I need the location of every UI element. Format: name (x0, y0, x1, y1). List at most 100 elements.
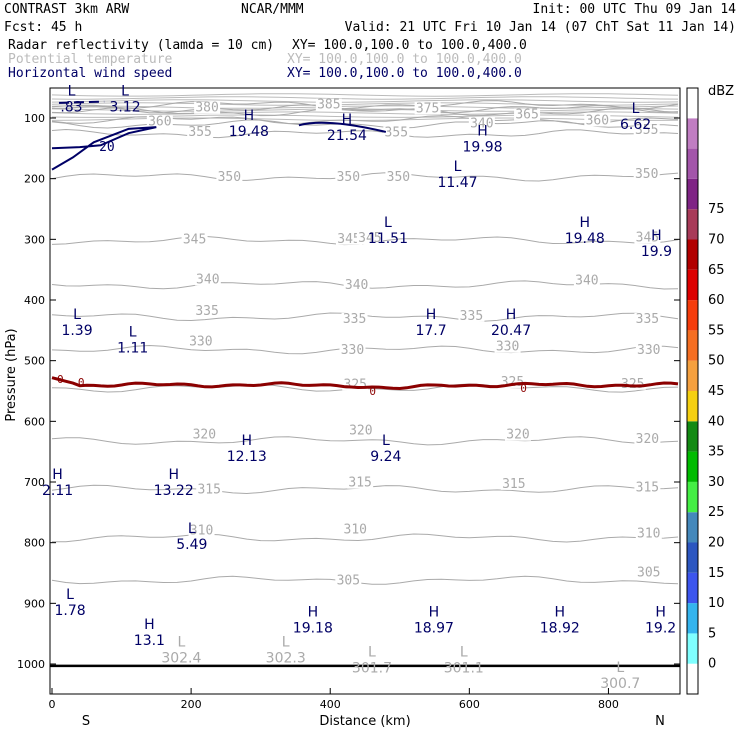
extremum-value: 1.78 (54, 603, 85, 619)
forecast-hour: Fcst: 45 h (4, 20, 82, 35)
extremum-value: 19.48 (565, 231, 605, 247)
extremum-value: 19.98 (463, 140, 503, 156)
y-tick-label: 500 (24, 355, 45, 368)
isentrope-label: 310 (190, 524, 213, 539)
isentrope-label-bg (385, 170, 412, 183)
isentrope-label: 320 (349, 423, 372, 438)
x-axis-label: Distance (km) (319, 714, 410, 729)
isentrope-label-bg (634, 481, 661, 494)
reflectivity-contour-label: 0 (520, 382, 527, 395)
isentrope-label-bg (514, 108, 541, 121)
y-tick-label: 1000 (17, 658, 45, 671)
isentrope-line (51, 100, 679, 110)
field-reflectivity-name: Radar reflectivity (lamda = 10 cm) (8, 38, 274, 53)
isentrope-label: 330 (496, 340, 519, 355)
extremum-value: 302.3 (266, 650, 306, 666)
colorbar-swatch (687, 178, 698, 210)
extremum-value: 1.39 (61, 323, 92, 339)
colorbar-label: 45 (708, 384, 725, 399)
isentrope-label: 315 (636, 480, 659, 495)
isentrope-label-bg (216, 170, 243, 183)
colorbar-swatch (687, 603, 698, 634)
extremum-mark: L (384, 215, 392, 231)
isentrope-label: 360 (586, 113, 609, 128)
isentrope-label-bg (146, 115, 173, 128)
isentrope-label: 360 (148, 115, 171, 130)
extremum-mark: L (73, 307, 81, 323)
colorbar-label: 25 (708, 505, 725, 520)
isentrope-label: 315 (502, 477, 525, 492)
isentrope-line (51, 104, 679, 114)
isentrope-line (51, 172, 679, 182)
extremum-value: 20.47 (491, 323, 531, 339)
extremum-mark: L (632, 101, 640, 117)
isentrope-label: 385 (317, 98, 340, 113)
wind-contour (51, 126, 157, 171)
isentrope-label-bg (188, 524, 215, 537)
isentrope-label-bg (500, 477, 527, 490)
isentrope-line (51, 436, 679, 446)
y-tick-label: 300 (24, 233, 45, 246)
isentrope-label-bg (335, 574, 362, 587)
extremum-mark: L (129, 324, 137, 340)
isentrope-label-bg (347, 476, 374, 489)
extremum-value: 19.18 (293, 621, 333, 637)
direction-south-label: S (82, 714, 90, 729)
valid-time: Valid: 21 UTC Fri 10 Jan 14 (07 ChT Sat … (345, 20, 736, 35)
extremum-mark: H (52, 467, 63, 483)
isentrope-label: 340 (470, 116, 493, 131)
x-tick-label: 600 (459, 698, 480, 711)
isentrope-label: 340 (345, 278, 368, 293)
isentrope-label: 330 (341, 343, 364, 358)
isentrope-upper (51, 96, 679, 100)
isentrope-upper (51, 108, 679, 112)
extremum-mark: H (144, 617, 155, 633)
wind-contour (298, 121, 387, 133)
isentrope-label: 330 (189, 334, 212, 349)
extremum-value: 5.49 (176, 537, 207, 553)
y-tick-label: 400 (24, 294, 45, 307)
colorbar-swatch (687, 330, 698, 361)
direction-north-label: N (655, 714, 665, 729)
extremum-mark: H (426, 307, 437, 323)
isentrope-label-bg (315, 98, 342, 111)
colorbar-swatch (687, 300, 698, 331)
extremum-value: 12.13 (227, 449, 267, 465)
isentrope-label-bg (196, 483, 223, 496)
isentrope-label-bg (634, 231, 661, 244)
isentrope-line (51, 575, 679, 585)
isentrope-label-bg (505, 428, 532, 441)
extremum-value: 19.2 (645, 621, 676, 637)
isentrope-upper (51, 111, 679, 115)
isentrope-label-bg (383, 126, 410, 139)
colorbar-frame (686, 87, 699, 695)
title-agency: NCAR/MMM (241, 2, 304, 17)
plot-frame (49, 87, 681, 695)
extremum-mark: L (68, 84, 76, 100)
colorbar-swatch (687, 572, 698, 604)
isentrope-label: 320 (193, 428, 216, 443)
y-tick-label: 100 (24, 112, 45, 125)
isentrope-label-bg (194, 101, 221, 114)
isentrope-label: 345 (358, 231, 381, 246)
extremum-mark: H (241, 433, 252, 449)
isentrope-label: 350 (337, 170, 360, 185)
isentrope-label-bg (573, 274, 600, 287)
colorbar-label: 50 (708, 354, 725, 369)
isentrope-label: 355 (188, 125, 211, 140)
extremum-value: 9.24 (370, 449, 401, 465)
field-wind-xy: XY= 100.0,100.0 to 100.0,400.0 (287, 66, 522, 81)
colorbar-label: 30 (708, 475, 725, 490)
extremum-mark: L (368, 645, 376, 661)
isentrope-label: 320 (636, 432, 659, 447)
extremum-mark: L (282, 634, 290, 650)
extremum-value: 18.97 (414, 621, 454, 637)
extremum-value: 1.11 (117, 340, 148, 356)
extremum-value: 6.62 (620, 117, 651, 133)
isentrope-label: 340 (196, 272, 219, 287)
extremum-mark: H (655, 605, 666, 621)
isentrope-label-bg (633, 167, 660, 180)
colorbar-swatch (687, 481, 698, 513)
reflectivity-contour-label: 0 (57, 373, 64, 386)
